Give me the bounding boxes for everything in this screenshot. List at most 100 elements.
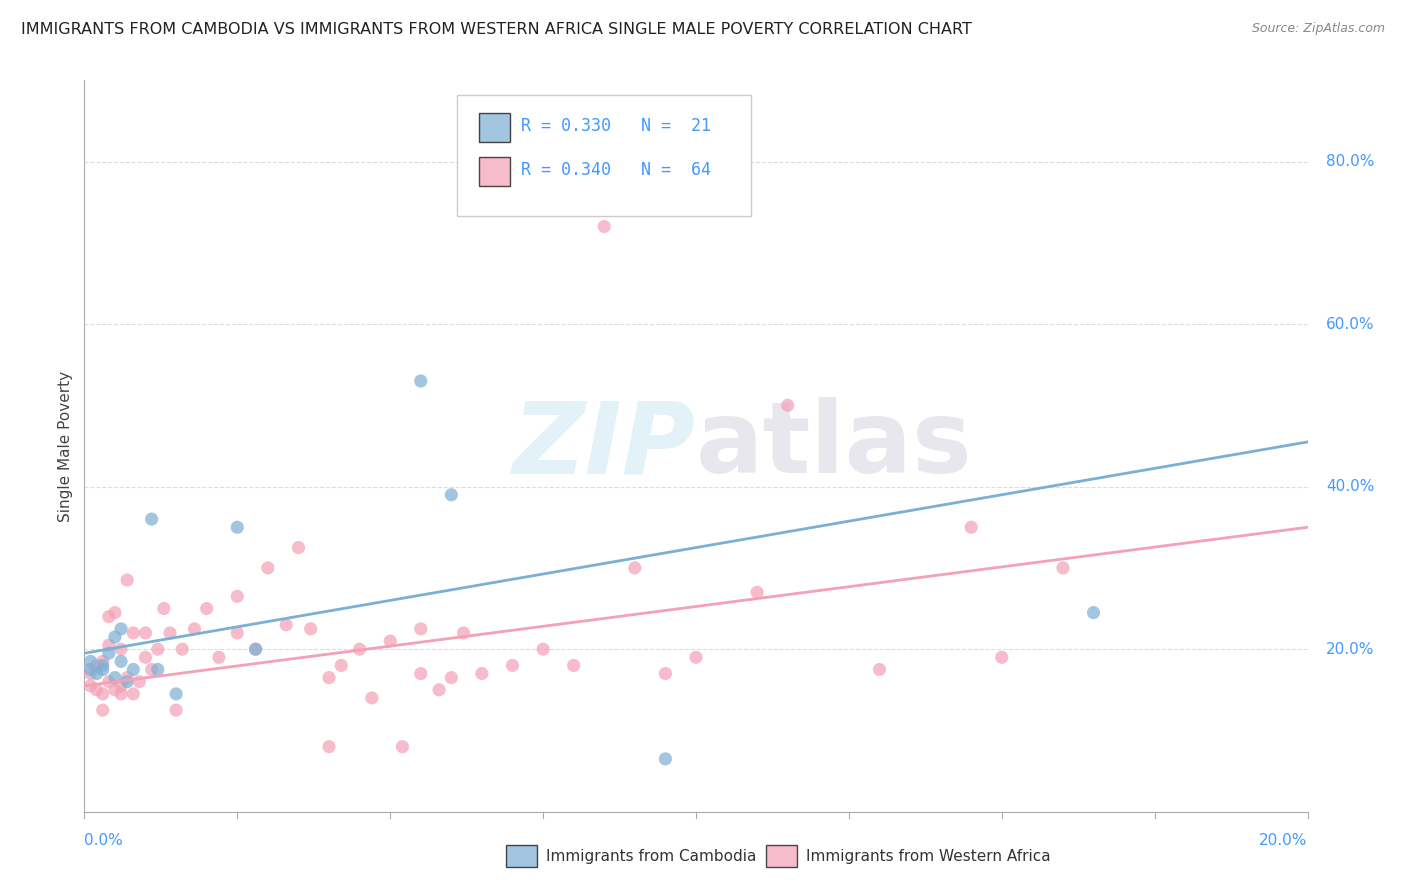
Point — [79, 666, 101, 681]
Point — [104, 682, 127, 697]
Text: R = 0.330   N =  21: R = 0.330 N = 21 — [522, 118, 711, 136]
Point — [183, 622, 205, 636]
Point — [226, 590, 249, 604]
Point — [146, 642, 169, 657]
Point — [287, 541, 309, 555]
Point — [654, 752, 676, 766]
Point — [110, 622, 132, 636]
Point — [115, 674, 138, 689]
Text: 80.0%: 80.0% — [1326, 154, 1374, 169]
Point — [471, 666, 494, 681]
Point — [409, 666, 432, 681]
Point — [245, 642, 267, 657]
Y-axis label: Single Male Poverty: Single Male Poverty — [58, 370, 73, 522]
Point — [257, 561, 280, 575]
Point — [776, 398, 799, 412]
Point — [226, 626, 249, 640]
FancyBboxPatch shape — [457, 95, 751, 216]
Point — [960, 520, 983, 534]
Text: ZIP: ZIP — [513, 398, 696, 494]
Point — [165, 703, 187, 717]
Point — [453, 626, 475, 640]
Point — [141, 512, 163, 526]
Point — [115, 671, 138, 685]
Text: 40.0%: 40.0% — [1326, 479, 1374, 494]
Text: Immigrants from Western Africa: Immigrants from Western Africa — [806, 849, 1050, 863]
Point — [208, 650, 231, 665]
Text: 20.0%: 20.0% — [1260, 832, 1308, 847]
Point — [531, 642, 554, 657]
Point — [91, 654, 114, 668]
Point — [86, 658, 108, 673]
Point — [318, 739, 340, 754]
Point — [91, 658, 114, 673]
Point — [624, 561, 647, 575]
Point — [440, 488, 463, 502]
Point — [135, 650, 157, 665]
Text: atlas: atlas — [696, 398, 973, 494]
Point — [91, 703, 114, 717]
Point — [110, 654, 132, 668]
Point — [146, 663, 169, 677]
Point — [165, 687, 187, 701]
Point — [104, 630, 127, 644]
Text: IMMIGRANTS FROM CAMBODIA VS IMMIGRANTS FROM WESTERN AFRICA SINGLE MALE POVERTY C: IMMIGRANTS FROM CAMBODIA VS IMMIGRANTS F… — [21, 22, 972, 37]
Text: Source: ZipAtlas.com: Source: ZipAtlas.com — [1251, 22, 1385, 36]
Point — [97, 674, 120, 689]
Point — [79, 654, 101, 668]
Point — [86, 666, 108, 681]
Point — [440, 671, 463, 685]
Point — [1083, 606, 1105, 620]
Point — [562, 658, 585, 673]
Point — [391, 739, 413, 754]
Point — [318, 671, 340, 685]
Point — [593, 219, 616, 234]
Point — [128, 674, 150, 689]
Point — [380, 634, 402, 648]
Point — [115, 573, 138, 587]
Point — [159, 626, 181, 640]
Point — [747, 585, 769, 599]
Point — [654, 666, 676, 681]
Point — [122, 687, 145, 701]
Point — [97, 609, 120, 624]
Point — [360, 690, 382, 705]
Text: 20.0%: 20.0% — [1326, 641, 1374, 657]
Point — [122, 663, 145, 677]
Point — [409, 622, 432, 636]
Point — [245, 642, 267, 657]
Point — [110, 679, 132, 693]
Point — [172, 642, 194, 657]
Point — [86, 682, 108, 697]
FancyBboxPatch shape — [479, 157, 510, 186]
Text: R = 0.340   N =  64: R = 0.340 N = 64 — [522, 161, 711, 179]
Point — [91, 663, 114, 677]
Point — [409, 374, 432, 388]
Point — [110, 687, 132, 701]
Point — [97, 646, 120, 660]
Text: 0.0%: 0.0% — [84, 832, 124, 847]
FancyBboxPatch shape — [479, 113, 510, 143]
Point — [1052, 561, 1074, 575]
Point — [122, 626, 145, 640]
Point — [226, 520, 249, 534]
Point — [79, 663, 101, 677]
Point — [91, 687, 114, 701]
Point — [502, 658, 524, 673]
Point — [104, 606, 127, 620]
Point — [869, 663, 891, 677]
Point — [685, 650, 707, 665]
Point — [276, 617, 298, 632]
Point — [349, 642, 371, 657]
Point — [135, 626, 157, 640]
Text: Immigrants from Cambodia: Immigrants from Cambodia — [546, 849, 756, 863]
Point — [991, 650, 1014, 665]
Point — [299, 622, 322, 636]
Point — [104, 671, 127, 685]
Point — [79, 679, 101, 693]
Point — [97, 638, 120, 652]
Text: 60.0%: 60.0% — [1326, 317, 1375, 332]
Point — [153, 601, 176, 615]
Point — [141, 663, 163, 677]
Point — [330, 658, 353, 673]
